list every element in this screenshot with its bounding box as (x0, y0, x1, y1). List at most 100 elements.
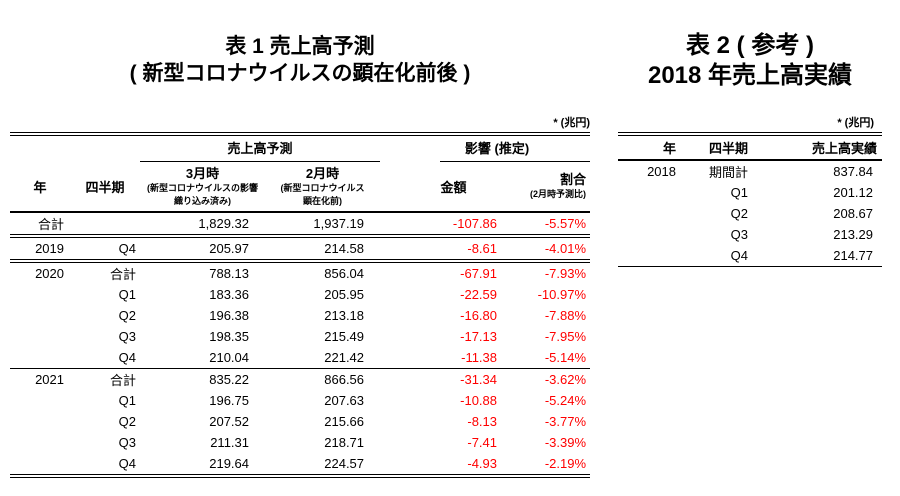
year-cell (10, 411, 70, 432)
quarter-cell: 合計 (109, 373, 136, 388)
year-cell (10, 432, 70, 453)
feb-forecast-cell: 866.56 (324, 372, 365, 387)
feb-forecast-cell: 1,937.19 (265, 212, 381, 238)
group-header-spacer (10, 136, 140, 162)
impact-ratio-cell: -7.95% (544, 329, 587, 344)
year-cell: 合計 (10, 212, 70, 238)
year-cell: 2018 (647, 164, 676, 179)
table-row: Q1 201.12 (618, 182, 882, 203)
march-forecast-cell: 196.38 (209, 308, 249, 323)
feb-forecast-cell: 207.63 (324, 393, 365, 408)
impact-amount-cell: -10.88 (460, 393, 498, 408)
col-header-year: 年 (618, 136, 680, 161)
year-cell (10, 453, 70, 478)
table-row: 2019 Q4 205.97 214.58 -8.61 -4.01% (10, 236, 591, 263)
feb-forecast-cell: 215.66 (324, 414, 365, 429)
table-row: Q2 207.52 215.66 -8.13 -3.77% (10, 411, 590, 432)
col-header-ratio: 割合 (2月時予測比) (505, 162, 591, 213)
impact-ratio-cell: -5.14% (505, 347, 591, 369)
quarter-cell: Q3 (118, 329, 136, 344)
col-header-ratio-note: (2月時予測比) (530, 189, 587, 200)
table1-unit-note: * (兆円) (553, 117, 590, 129)
impact-ratio-cell: -5.57% (505, 212, 591, 238)
impact-amount-cell: -8.61 (380, 236, 506, 263)
column-header-row: 年 四半期 売上高実績 (618, 136, 882, 161)
march-forecast-cell: 207.52 (209, 414, 249, 429)
table1-section: * (兆円) 売上高予測 影響 (推定) 年 四半期 3月時 (新型 (10, 114, 591, 478)
year-cell: 2019 (10, 236, 70, 263)
sales-forecast-table: 売上高予測 影響 (推定) 年 四半期 3月時 (新型コロナウイルスの影響 織り… (10, 136, 591, 478)
feb-forecast-cell: 221.42 (265, 347, 381, 369)
column-header-row: 年 四半期 3月時 (新型コロナウイルスの影響 織り込み済み) 2月時 (新型コ… (10, 162, 591, 213)
quarter-cell: 期間計 (708, 165, 748, 180)
quarter-cell: Q2 (730, 206, 748, 221)
march-forecast-cell: 788.13 (209, 266, 249, 281)
quarter-cell: 合計 (109, 267, 136, 282)
table2-top-double-rule (618, 132, 882, 136)
col-header-feb-forecast: 2月時 (新型コロナウイルス 顕在化前) (265, 162, 381, 213)
table2-title: 表 2 ( 参考 ) 2018 年売上高実績 (610, 31, 890, 91)
impact-ratio-cell: -10.97% (537, 287, 587, 302)
quarter-cell: Q2 (118, 308, 136, 323)
impact-amount-cell: -16.80 (460, 308, 498, 323)
year-cell (10, 305, 70, 326)
impact-amount-cell: -17.13 (460, 329, 498, 344)
table-row: Q2 196.38 213.18 -16.80 -7.88% (10, 305, 590, 326)
impact-amount-cell: -107.86 (380, 212, 506, 238)
table-row: Q2 208.67 (618, 203, 882, 224)
march-forecast-cell: 198.35 (209, 329, 249, 344)
feb-forecast-cell: 218.71 (324, 435, 365, 450)
table-row: 2021 合計 835.22 866.56 -31.34 -3.62% (10, 369, 590, 391)
impact-ratio-cell: -7.88% (544, 308, 587, 323)
group-header-sales-forecast: 売上高予測 (140, 136, 381, 162)
impact-ratio-cell: -4.01% (505, 236, 591, 263)
quarter-cell: Q4 (70, 347, 140, 369)
table-row: 合計 1,829.32 1,937.19 -107.86 -5.57% (10, 212, 591, 238)
year-cell (618, 182, 680, 203)
actual-cell: 208.67 (833, 206, 873, 221)
year-cell (10, 326, 70, 347)
table2-title-line2: 2018 年売上高実績 (647, 62, 853, 89)
feb-forecast-cell: 215.49 (324, 329, 365, 344)
col-header-feb-note1: (新型コロナウイルス (280, 183, 365, 193)
table2-unit-note: * (兆円) (837, 117, 874, 129)
quarter-cell: Q4 (70, 453, 140, 478)
march-forecast-cell: 196.75 (209, 393, 249, 408)
col-header-feb-note2: 顕在化前) (303, 195, 342, 206)
year-cell (618, 245, 680, 267)
col-header-quarter: 四半期 (680, 136, 752, 161)
col-header-march-forecast: 3月時 (新型コロナウイルスの影響 織り込み済み) (140, 162, 265, 213)
col-header-amount: 金額 (380, 162, 506, 213)
march-forecast-cell: 219.64 (140, 453, 265, 478)
year-cell (618, 203, 680, 224)
year-cell (618, 224, 680, 245)
table-row: Q3 211.31 218.71 -7.41 -3.39% (10, 432, 590, 453)
impact-amount-cell: -4.93 (380, 453, 506, 478)
table-row: Q1 196.75 207.63 -10.88 -5.24% (10, 390, 590, 411)
quarter-cell: Q4 (70, 236, 140, 263)
group-header-impact: 影響 (推定) (380, 136, 591, 162)
year-cell: 2020 (35, 266, 64, 281)
march-forecast-cell: 205.97 (140, 236, 265, 263)
march-forecast-cell: 183.36 (209, 287, 249, 302)
quarter-cell: Q2 (118, 414, 136, 429)
impact-ratio-cell: -3.77% (544, 414, 587, 429)
actual-cell: 837.84 (833, 164, 873, 179)
col-header-year: 年 (10, 162, 70, 213)
table1-top-double-rule (10, 132, 590, 136)
actual-cell: 213.29 (833, 227, 873, 242)
table-row: Q3 198.35 215.49 -17.13 -7.95% (10, 326, 590, 347)
march-forecast-cell: 835.22 (209, 372, 249, 387)
impact-amount-cell: -31.34 (460, 372, 498, 387)
col-header-quarter: 四半期 (70, 162, 140, 213)
quarter-cell: Q1 (118, 393, 136, 408)
impact-amount-cell: -8.13 (467, 414, 498, 429)
table1-title-line2: ( 新型コロナウイルスの顕在化前後 ) (129, 62, 471, 85)
table1-title: 表 1 売上高予測 ( 新型コロナウイルスの顕在化前後 ) (10, 33, 590, 87)
table-row: Q4 219.64 224.57 -4.93 -2.19% (10, 453, 591, 478)
quarter-cell: Q1 (118, 287, 136, 302)
march-forecast-cell: 210.04 (140, 347, 265, 369)
col-header-march-note1: (新型コロナウイルスの影響 (147, 183, 258, 193)
group-header-row: 売上高予測 影響 (推定) (10, 136, 591, 162)
impact-amount-cell: -67.91 (460, 266, 498, 281)
